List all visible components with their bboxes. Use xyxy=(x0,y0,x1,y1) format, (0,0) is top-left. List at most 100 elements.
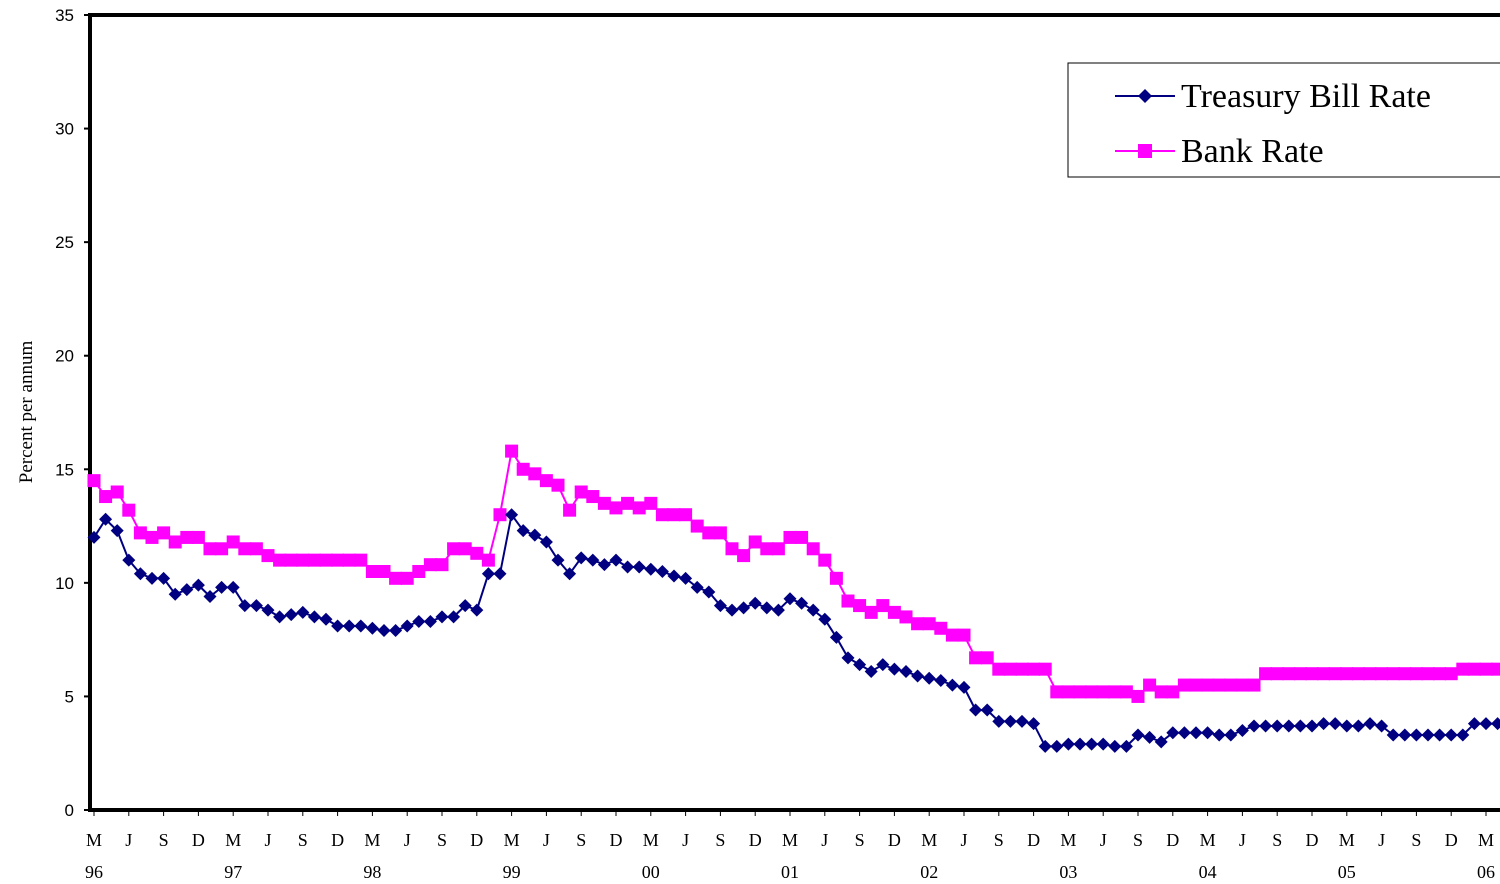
data-point xyxy=(238,542,252,556)
y-tick-label: 10 xyxy=(55,574,74,593)
x-year-label: 97 xyxy=(224,862,242,882)
data-point xyxy=(737,601,751,615)
data-point xyxy=(389,624,403,638)
data-point xyxy=(887,662,901,676)
x-year-label: 02 xyxy=(920,862,938,882)
data-point xyxy=(702,585,716,599)
data-point xyxy=(597,558,611,572)
x-month-label: J xyxy=(1378,830,1385,850)
data-point xyxy=(249,599,263,613)
x-month-label: J xyxy=(1239,830,1246,850)
x-month-label: D xyxy=(1027,830,1040,850)
data-point xyxy=(296,553,310,567)
data-point xyxy=(516,524,530,538)
data-point xyxy=(435,558,449,572)
x-month-label: S xyxy=(994,830,1004,850)
data-point xyxy=(447,610,461,624)
data-point xyxy=(1293,667,1307,681)
data-point xyxy=(1166,726,1180,740)
data-point xyxy=(1096,737,1110,751)
x-month-label: M xyxy=(225,830,241,850)
data-point xyxy=(621,496,635,510)
data-point xyxy=(957,680,971,694)
data-point xyxy=(377,565,391,578)
data-point xyxy=(296,605,310,619)
data-point xyxy=(806,603,820,617)
data-point xyxy=(110,485,124,499)
data-point xyxy=(829,571,843,585)
data-point xyxy=(1224,678,1238,692)
data-point xyxy=(1235,678,1249,692)
data-point xyxy=(1003,662,1017,676)
data-point xyxy=(238,599,252,613)
data-point xyxy=(423,614,437,628)
data-point xyxy=(1003,714,1017,728)
y-axis-label: Percent per annum xyxy=(16,341,37,484)
data-point xyxy=(470,603,484,617)
data-point xyxy=(110,524,124,538)
data-point xyxy=(284,608,298,622)
data-point xyxy=(1235,724,1249,737)
data-point xyxy=(1038,739,1052,753)
data-point xyxy=(853,599,867,613)
data-point xyxy=(1491,717,1500,731)
data-point xyxy=(864,664,878,678)
data-point xyxy=(1201,726,1215,740)
data-point xyxy=(911,669,925,683)
data-point xyxy=(597,496,611,510)
data-point xyxy=(122,553,136,567)
data-point xyxy=(1015,714,1029,728)
data-point xyxy=(1073,685,1087,699)
data-point xyxy=(574,551,588,565)
legend-marker-treasury-bill-rate xyxy=(1138,89,1152,103)
data-point xyxy=(226,535,240,549)
data-point xyxy=(829,630,843,644)
data-point xyxy=(783,530,797,544)
data-point xyxy=(876,599,890,613)
data-point xyxy=(1038,662,1052,676)
data-point xyxy=(667,508,681,522)
data-point xyxy=(470,546,484,560)
data-point xyxy=(748,535,762,549)
x-year-label: 03 xyxy=(1059,862,1077,882)
x-month-label: S xyxy=(1411,830,1421,850)
data-point xyxy=(354,553,368,567)
plot-frame xyxy=(88,13,1500,812)
data-point xyxy=(1108,685,1122,699)
x-month-label: S xyxy=(855,830,865,850)
data-point xyxy=(934,674,948,688)
data-point xyxy=(609,553,623,567)
data-point xyxy=(389,571,403,585)
data-point xyxy=(748,596,762,610)
x-month-label: D xyxy=(1445,830,1458,850)
data-point xyxy=(203,542,217,556)
data-point xyxy=(1050,739,1064,753)
data-point xyxy=(1212,728,1226,742)
data-point xyxy=(87,530,101,544)
x-month-label: D xyxy=(192,830,205,850)
data-point xyxy=(1073,737,1087,751)
data-point xyxy=(528,467,542,481)
data-point xyxy=(261,549,275,563)
data-point xyxy=(180,530,194,544)
x-month-label: M xyxy=(504,830,520,850)
legend-marker-bank-rate xyxy=(1138,144,1152,158)
data-point xyxy=(99,490,113,504)
data-point xyxy=(1061,737,1075,751)
data-point xyxy=(1154,735,1168,749)
data-point xyxy=(539,535,553,549)
data-point xyxy=(632,560,646,574)
data-point xyxy=(1270,719,1284,733)
data-point xyxy=(191,578,205,592)
data-point xyxy=(1131,689,1145,703)
data-point xyxy=(1224,728,1238,742)
data-point xyxy=(574,485,588,499)
data-point xyxy=(655,565,669,578)
data-point xyxy=(551,553,565,567)
x-month-label: M xyxy=(782,830,798,850)
data-point xyxy=(806,542,820,556)
data-point xyxy=(853,658,867,672)
data-point xyxy=(168,535,182,549)
data-point xyxy=(284,553,298,567)
